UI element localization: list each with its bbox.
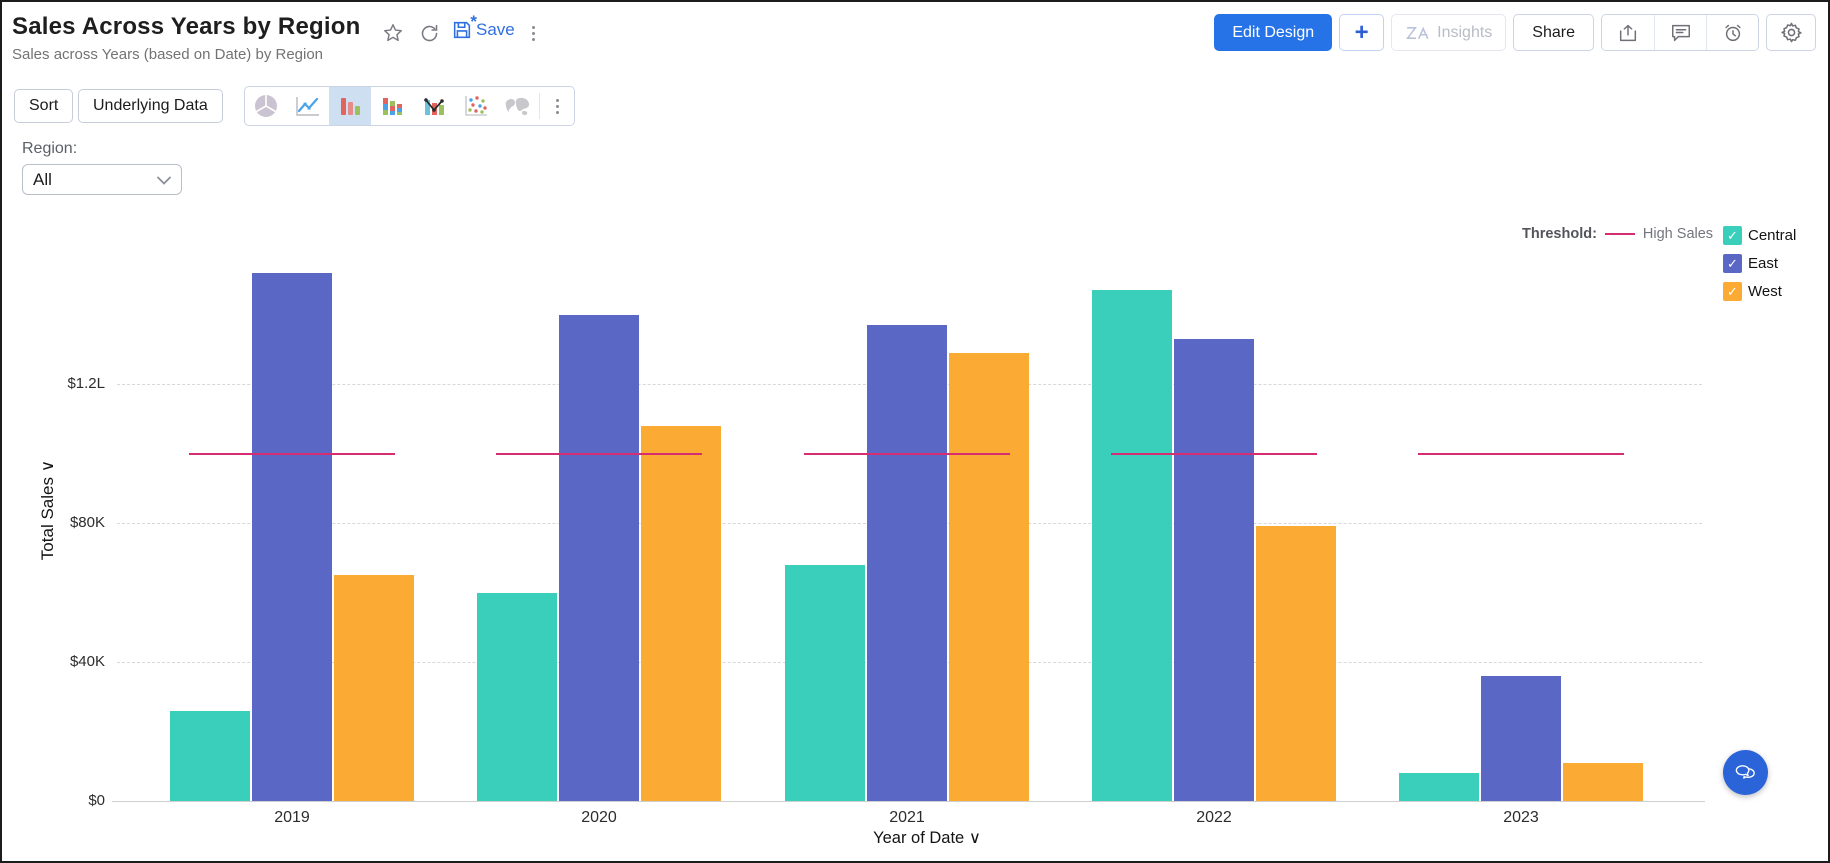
bar-east-2022[interactable] (1174, 338, 1254, 801)
legend-checkbox[interactable]: ✓ (1723, 254, 1742, 273)
bar-west-2022[interactable] (1256, 526, 1336, 801)
chevron-down-icon: ∨ (968, 829, 981, 847)
threshold-line-swatch (1604, 233, 1635, 235)
page-title: Sales Across Years by Region (12, 13, 361, 40)
map-chart-icon[interactable] (497, 87, 539, 125)
export-icon[interactable] (1602, 15, 1654, 50)
legend-checkbox[interactable]: ✓ (1723, 282, 1742, 301)
save-icon: * (451, 12, 477, 41)
legend-item-east[interactable]: ✓ East (1723, 254, 1796, 273)
stacked-bar-chart-icon[interactable] (371, 87, 413, 125)
legend-label: West (1748, 283, 1782, 300)
legend-label: Central (1748, 227, 1797, 244)
star-icon[interactable] (380, 20, 406, 46)
threshold-label: Threshold: (1522, 226, 1597, 242)
bar-chart-icon[interactable] (329, 87, 371, 125)
bar-central-2023[interactable] (1399, 773, 1479, 801)
x-axis-category-label: 2022 (1196, 809, 1232, 826)
legend-item-central[interactable]: ✓ Central (1723, 226, 1796, 245)
page-subtitle: Sales across Years (based on Date) by Re… (12, 46, 324, 63)
bar-east-2023[interactable] (1481, 675, 1561, 801)
bar-east-2019[interactable] (252, 272, 332, 801)
add-button[interactable]: + (1339, 14, 1385, 51)
region-filter-label: Region: (22, 140, 78, 157)
refresh-icon[interactable] (416, 20, 442, 46)
bar-west-2023[interactable] (1563, 762, 1643, 801)
x-axis-line (112, 801, 1705, 802)
more-chart-types-icon[interactable] (540, 87, 574, 125)
x-axis-title[interactable]: Year of Date ∨ (873, 829, 981, 847)
x-axis-category-label: 2019 (274, 809, 310, 826)
y-axis-title[interactable]: Total Sales ∨ (38, 459, 57, 561)
bar-west-2021[interactable] (949, 352, 1029, 801)
legend-checkbox[interactable]: ✓ (1723, 226, 1742, 245)
sort-button[interactable]: Sort (14, 89, 74, 123)
pie-chart-icon[interactable] (245, 87, 287, 125)
underlying-data-button[interactable]: Underlying Data (78, 89, 223, 123)
header-actions: Edit Design + Insights Share (1214, 14, 1816, 51)
x-axis-category-label: 2021 (889, 809, 925, 826)
legend-label: East (1748, 255, 1779, 272)
save-button[interactable]: * Save (451, 12, 515, 41)
bar-west-2020[interactable] (641, 425, 721, 801)
chevron-icon: ∨ (38, 459, 57, 473)
chat-assistant-button[interactable] (1723, 750, 1768, 795)
alert-icon[interactable] (1706, 15, 1758, 50)
x-axis-category-label: 2020 (581, 809, 617, 826)
legend-item-west[interactable]: ✓ West (1723, 282, 1796, 301)
threshold-line (496, 452, 702, 455)
zia-insights-button[interactable]: Insights (1391, 14, 1507, 51)
comment-icon[interactable] (1654, 15, 1706, 50)
y-axis-tick-label: $0 (88, 792, 105, 809)
x-axis-category-label: 2023 (1503, 809, 1539, 826)
bar-central-2022[interactable] (1092, 290, 1172, 801)
threshold-line (1418, 452, 1624, 455)
threshold-line (804, 452, 1010, 455)
threshold-name: High Sales (1642, 226, 1714, 242)
edit-design-button[interactable]: Edit Design (1214, 14, 1333, 51)
threshold-legend: Threshold: High Sales (1522, 226, 1713, 242)
bar-east-2020[interactable] (559, 314, 639, 801)
bar-central-2019[interactable] (170, 710, 250, 801)
share-button[interactable]: Share (1513, 14, 1594, 51)
region-filter-dropdown[interactable]: All (22, 164, 182, 195)
chart-type-toolbar (244, 86, 575, 126)
y-axis-tick-label: $40K (69, 653, 105, 670)
settings-icon[interactable] (1766, 14, 1816, 51)
chevron-down-icon (157, 170, 171, 190)
bar-east-2021[interactable] (867, 324, 947, 801)
series-legend: ✓ Central ✓ East ✓ West (1723, 226, 1796, 301)
threshold-line (1111, 452, 1317, 455)
line-chart-icon[interactable] (287, 87, 329, 125)
combo-chart-icon[interactable] (413, 87, 455, 125)
bar-central-2020[interactable] (477, 592, 557, 801)
zia-icon (1405, 24, 1431, 42)
header-icon-group (1601, 14, 1759, 51)
bar-central-2021[interactable] (785, 564, 865, 801)
bar-west-2019[interactable] (334, 575, 414, 801)
more-options-icon[interactable] (520, 20, 546, 46)
threshold-line (189, 452, 395, 455)
y-axis-tick-label: $1.2L (67, 375, 105, 392)
scatter-chart-icon[interactable] (455, 87, 497, 125)
y-axis-tick-label: $80K (69, 514, 105, 531)
